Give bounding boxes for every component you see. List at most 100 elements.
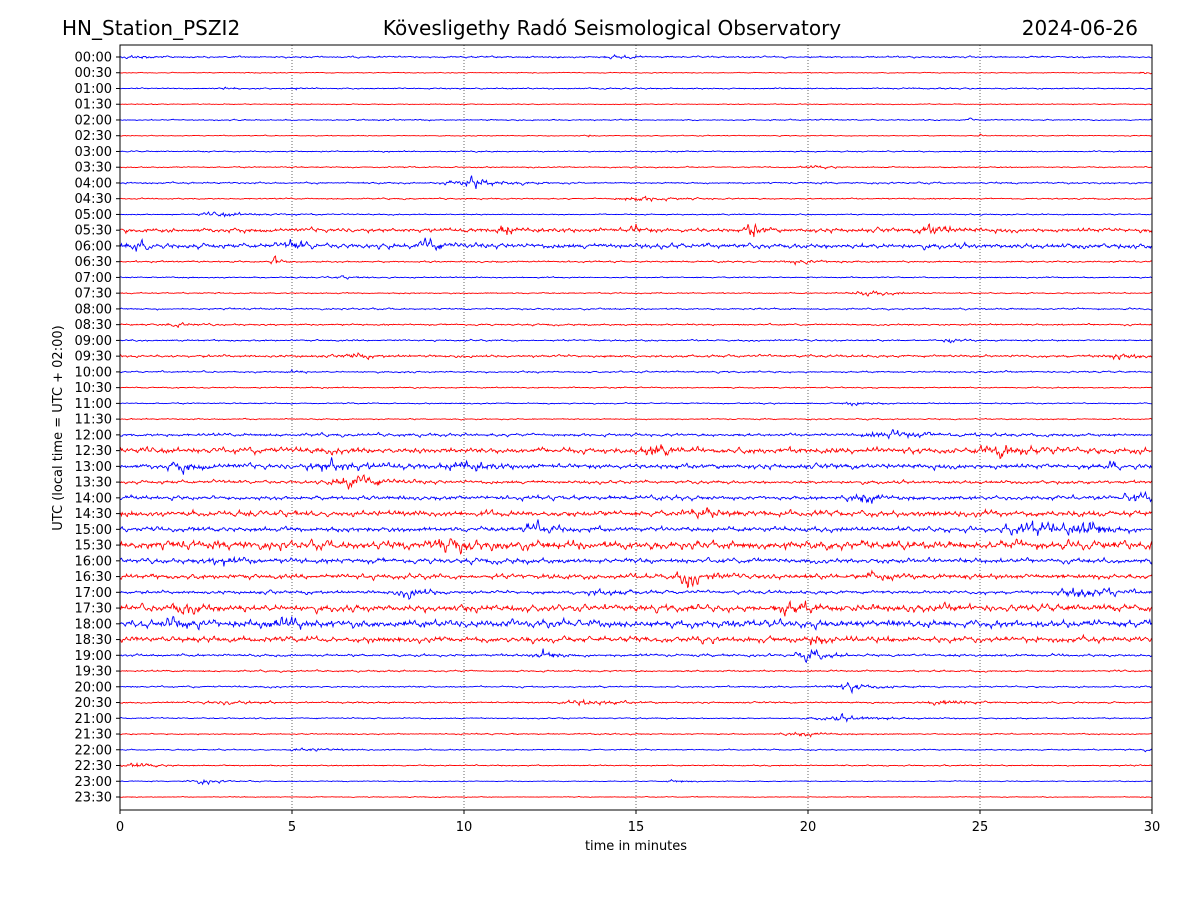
y-tick-label: 16:00	[75, 554, 112, 569]
y-tick-label: 22:30	[75, 759, 112, 774]
y-tick-label: 20:00	[75, 680, 112, 695]
y-tick-label: 06:00	[75, 239, 112, 254]
y-tick-label: 16:30	[75, 570, 112, 585]
y-tick-label: 21:30	[75, 728, 112, 743]
y-tick-label: 06:30	[75, 255, 112, 270]
trace-1730	[119, 599, 1153, 617]
y-tick-label: 13:00	[75, 460, 112, 475]
station-title: HN_Station_PSZI2	[62, 16, 240, 40]
trace-1130	[120, 417, 1153, 421]
trace-1800	[119, 615, 1153, 631]
y-tick-label: 15:00	[75, 523, 112, 538]
grid-lines	[291, 45, 981, 810]
trace-0830	[119, 321, 1153, 328]
trace-0700	[119, 275, 1152, 280]
trace-1500	[119, 519, 1152, 537]
y-axis-label: UTC (local time = UTC + 02:00)	[51, 325, 66, 530]
y-tick-label: 14:00	[75, 491, 112, 506]
chart-date: 2024-06-26	[1022, 16, 1138, 40]
trace-1000	[119, 368, 1153, 374]
y-tick-label: 19:30	[75, 665, 112, 680]
trace-0330	[119, 165, 1153, 170]
y-tick-label: 09:00	[75, 334, 112, 349]
trace-1200	[119, 429, 1153, 440]
y-tick-label: 10:30	[75, 381, 112, 396]
trace-2000	[119, 681, 1153, 695]
trace-0430	[119, 195, 1153, 203]
trace-2300	[120, 778, 1153, 786]
trace-0530	[119, 222, 1153, 238]
trace-0130	[119, 103, 1153, 106]
trace-0630	[119, 255, 1153, 266]
y-tick-label: 23:00	[75, 775, 112, 790]
y-tick-label: 18:30	[75, 633, 112, 648]
y-tick-label: 22:00	[75, 743, 112, 758]
y-tick-label: 20:30	[75, 696, 112, 711]
y-tick-label: 02:00	[75, 113, 112, 128]
trace-2030	[119, 698, 1152, 707]
y-tick-label: 17:30	[75, 602, 112, 617]
trace-1900	[119, 648, 1153, 664]
x-tick-label: 25	[972, 820, 989, 835]
trace-1530	[119, 538, 1153, 555]
trace-0930	[119, 351, 1153, 361]
y-tick-label: 10:00	[75, 365, 112, 380]
x-tick-label: 20	[800, 820, 817, 835]
trace-1230	[119, 444, 1153, 460]
y-tick-label: 01:30	[75, 98, 112, 113]
x-tick-label: 15	[628, 820, 645, 835]
trace-1400	[119, 490, 1153, 504]
y-tick-label: 15:30	[75, 539, 112, 554]
trace-1700	[119, 587, 1153, 601]
y-tick-label: 03:00	[75, 145, 112, 160]
trace-1330	[119, 474, 1153, 490]
trace-1630	[119, 569, 1153, 589]
trace-0000	[119, 54, 1153, 60]
x-tick-label: 30	[1144, 820, 1161, 835]
trace-2330	[119, 795, 1153, 799]
y-tick-label: 05:00	[75, 208, 112, 223]
trace-0200	[119, 117, 1152, 122]
trace-1930	[119, 669, 1153, 673]
trace-0900	[119, 338, 1153, 344]
y-tick-label: 07:00	[75, 271, 112, 286]
y-tick-label: 12:00	[75, 428, 112, 443]
y-ticks: 00:0000:3001:0001:3002:0002:3003:0003:30…	[75, 51, 120, 806]
trace-0100	[119, 86, 1153, 91]
trace-0300	[119, 150, 1153, 153]
trace-1430	[119, 507, 1153, 520]
y-tick-label: 14:30	[75, 507, 112, 522]
y-tick-label: 04:30	[75, 192, 112, 207]
y-tick-label: 01:00	[75, 82, 112, 97]
trace-0400	[119, 175, 1153, 189]
y-tick-label: 02:30	[75, 129, 112, 144]
y-tick-label: 11:30	[75, 413, 112, 428]
trace-1030	[120, 386, 1152, 390]
y-tick-label: 21:00	[75, 712, 112, 727]
trace-0730	[119, 290, 1153, 297]
x-tick-label: 0	[116, 820, 124, 835]
trace-2200	[119, 747, 1153, 753]
y-tick-label: 04:00	[75, 176, 112, 191]
trace-0230	[119, 133, 1153, 138]
y-tick-label: 00:00	[75, 51, 112, 66]
trace-0030	[119, 71, 1153, 75]
y-tick-label: 11:00	[75, 397, 112, 412]
y-tick-label: 07:30	[75, 287, 112, 302]
y-tick-label: 00:30	[75, 66, 112, 81]
trace-2130	[119, 731, 1153, 738]
y-tick-label: 09:30	[75, 350, 112, 365]
chart-title: Kövesligethy Radó Seismological Observat…	[383, 16, 841, 40]
x-tick-label: 10	[456, 820, 473, 835]
y-tick-label: 18:00	[75, 617, 112, 632]
traces	[119, 54, 1153, 799]
y-tick-label: 08:30	[75, 318, 112, 333]
trace-1830	[119, 633, 1152, 646]
x-tick-label: 5	[288, 820, 296, 835]
trace-0600	[119, 237, 1153, 252]
trace-1300	[119, 457, 1153, 475]
trace-2230	[119, 761, 1153, 768]
y-tick-label: 17:00	[75, 586, 112, 601]
y-tick-label: 03:30	[75, 161, 112, 176]
